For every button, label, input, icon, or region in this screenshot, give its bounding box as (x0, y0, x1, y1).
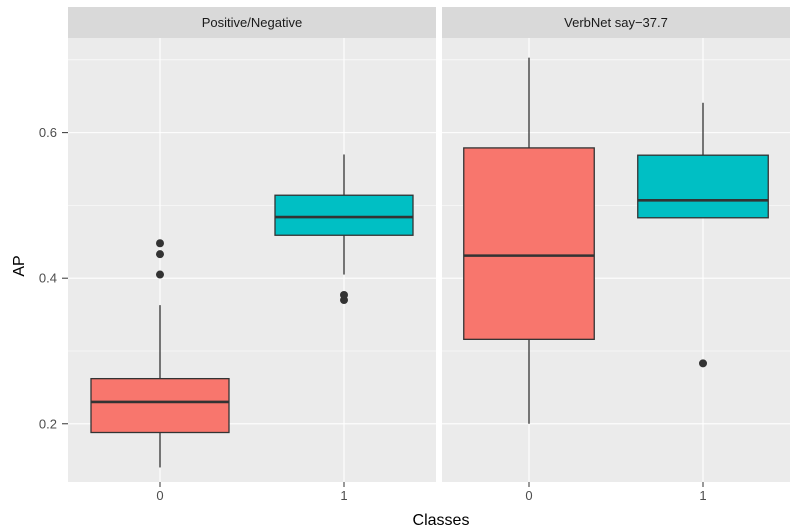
panel-strip (68, 7, 436, 38)
box-class-1 (274, 194, 414, 236)
x-tick-label: 0 (525, 488, 532, 503)
panel-strip (442, 7, 790, 38)
panel-title: VerbNet say−37.7 (564, 15, 668, 30)
x-axis-title: Classes (413, 512, 470, 529)
box-class-0 (90, 377, 230, 434)
panel-title: Positive/Negative (202, 15, 302, 30)
box-class-1 (637, 154, 769, 219)
y-tick-label: 0.2 (39, 416, 57, 431)
x-tick-label: 1 (699, 488, 706, 503)
x-tick-label: 1 (340, 488, 347, 503)
outlier-point (156, 270, 164, 279)
outlier-point (156, 239, 164, 248)
outlier-point (699, 359, 707, 368)
y-axis-title: AP (11, 255, 28, 276)
outlier-point (340, 290, 348, 299)
y-tick-label: 0.4 (39, 271, 57, 286)
x-tick-label: 0 (156, 488, 163, 503)
box-class-0 (463, 147, 595, 340)
y-tick-label: 0.6 (39, 125, 57, 140)
outlier-point (156, 250, 164, 259)
